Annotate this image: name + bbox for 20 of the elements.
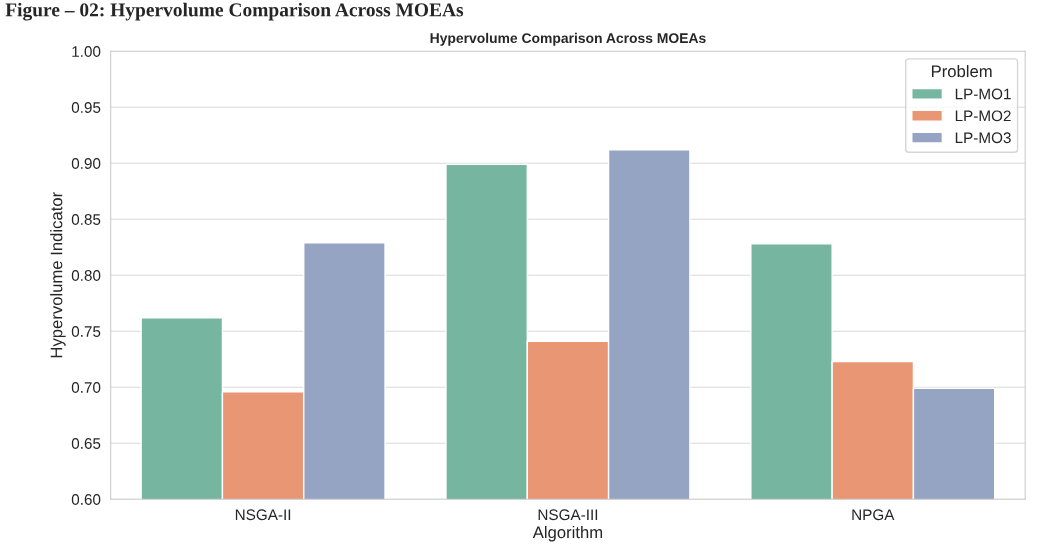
x-axis-title: Algorithm: [532, 525, 603, 542]
y-tick-label: 0.70: [71, 382, 101, 393]
legend-title: Problem: [931, 64, 992, 78]
x-tick-label: NPGA: [852, 509, 895, 521]
y-tick-label: 0.95: [71, 102, 101, 113]
y-tick-label: 0.85: [71, 214, 101, 225]
y-tick-label: 0.65: [71, 438, 101, 449]
y-tick-label: 1.00: [72, 46, 101, 57]
text: Figure – 02: Hypervolume Comparison Across MOEAs: [5, 2, 464, 21]
x-tick-label: NSGA-II: [235, 509, 291, 521]
y-tick-label: 0.60: [71, 494, 101, 505]
chart-title: Hypervolume Comparison Across MOEAs: [430, 32, 706, 46]
legend-label: LP-MO3: [955, 132, 1011, 144]
legend-label: LP-MO2: [955, 110, 1011, 122]
y-tick-label: 0.80: [71, 270, 101, 281]
legend-label: LP-MO1: [955, 88, 1011, 100]
x-tick-label: NSGA-III: [538, 509, 598, 521]
y-tick-label: 0.75: [71, 326, 101, 337]
y-tick-label: 0.90: [71, 158, 101, 169]
y-axis-title: Hypervolume Indicator: [50, 192, 66, 358]
